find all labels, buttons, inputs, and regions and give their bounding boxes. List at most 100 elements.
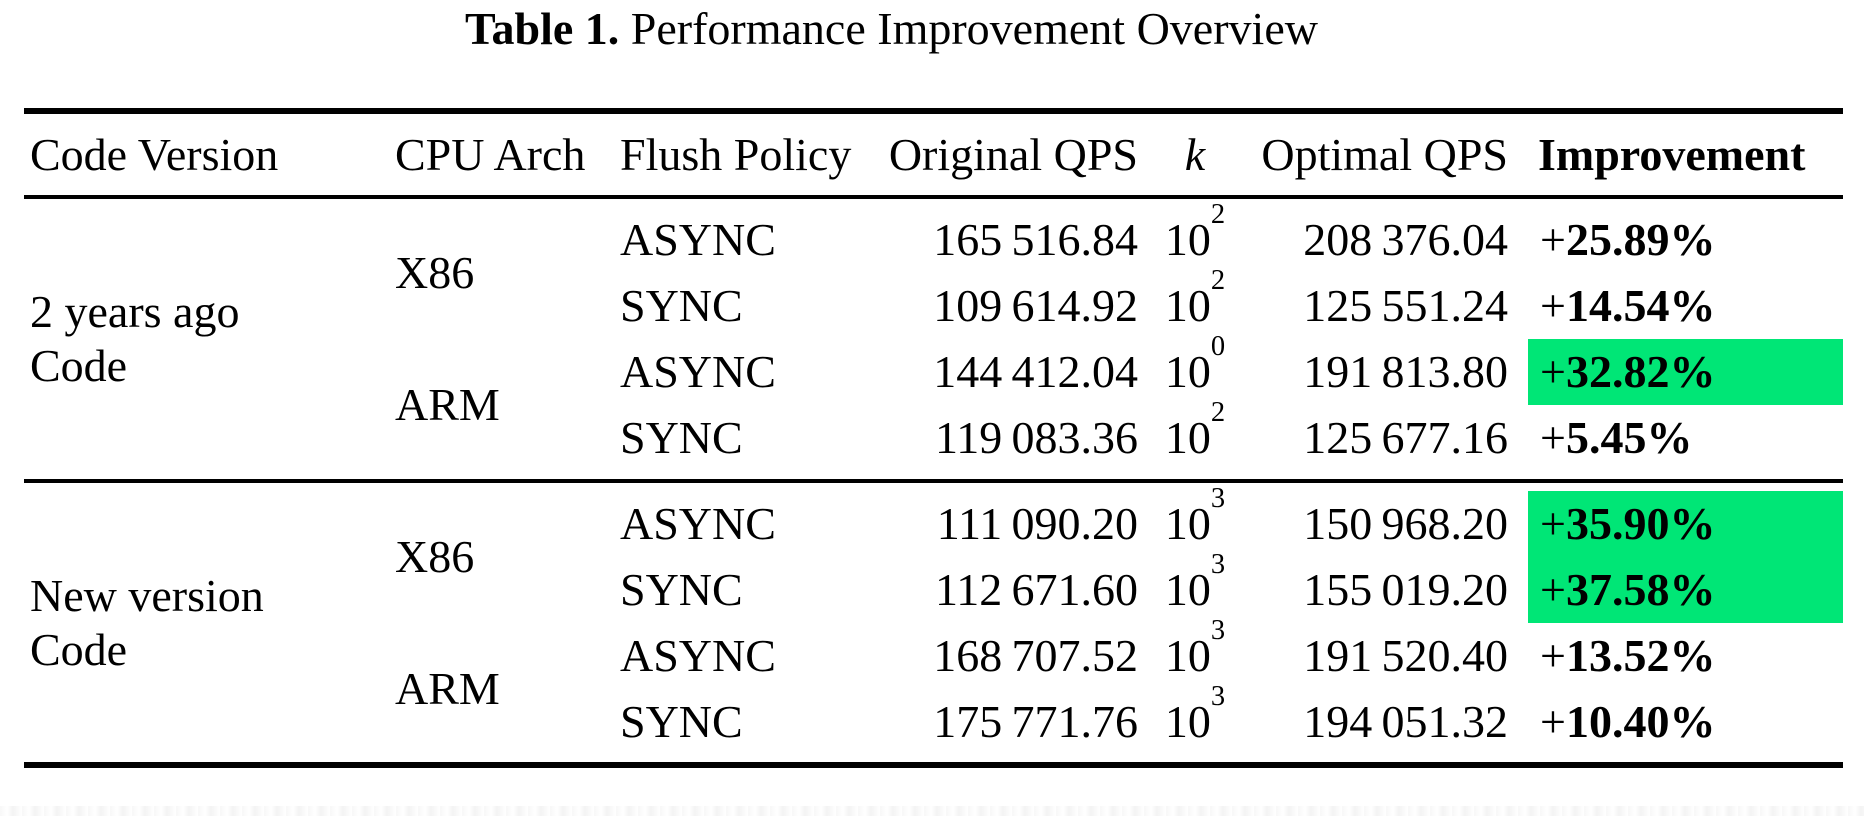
cell-k: 103	[1140, 616, 1250, 689]
table-row: SYNC 109 614.92 102 125 551.24 +14.54%	[24, 266, 1843, 339]
cell-optimal-qps: 191 813.80	[1303, 346, 1508, 397]
cell-cpu-arch: X86	[395, 247, 475, 298]
cell-code-version: New version Code	[24, 491, 395, 755]
k-exponent: 3	[1210, 615, 1226, 646]
cell-improvement: +10.40%	[1528, 689, 1843, 755]
header-improvement: Improvement	[1538, 129, 1806, 180]
cell-optimal-qps: 125 551.24	[1303, 280, 1508, 331]
cell-cpu-arch: ARM	[395, 663, 500, 714]
cell-flush-policy: ASYNC	[620, 498, 776, 549]
k-base: 10	[1164, 412, 1211, 463]
cell-improvement: +5.45%	[1528, 405, 1843, 471]
cell-improvement-highlighted: +37.58%	[1528, 557, 1843, 623]
spacer-row	[24, 481, 1843, 491]
cell-flush-policy: SYNC	[620, 564, 743, 615]
improvement-value: 32.82%	[1565, 346, 1716, 397]
performance-table: Code Version CPU Arch Flush Policy Origi…	[24, 108, 1843, 768]
k-base: 10	[1164, 214, 1211, 265]
code-version-line2: Code	[30, 624, 128, 675]
improvement-sign: +	[1540, 564, 1566, 615]
k-base: 10	[1164, 564, 1211, 615]
header-k: k	[1184, 129, 1206, 180]
scan-artifact-strip	[0, 806, 1864, 816]
cell-flush-policy: SYNC	[620, 696, 743, 747]
cell-flush-policy: SYNC	[620, 280, 743, 331]
cell-code-version: 2 years ago Code	[24, 207, 395, 471]
cell-original-qps: 144 412.04	[933, 346, 1138, 397]
table-caption: Table 1. Performance Improvement Overvie…	[24, 3, 1843, 55]
header-original-qps: Original QPS	[888, 129, 1138, 180]
cell-cpu-arch: ARM	[395, 379, 500, 430]
k-base: 10	[1164, 280, 1211, 331]
code-version-line2: Code	[30, 340, 128, 391]
improvement-sign: +	[1540, 498, 1566, 549]
cell-k: 103	[1140, 550, 1250, 623]
table-caption-text: Performance Improvement Overview	[619, 3, 1318, 54]
table-row: ARM ASYNC 144 412.04 100 191 813.80 +32.…	[24, 332, 1843, 428]
table-row: SYNC 175 771.76 103 194 051.32 +10.40%	[24, 682, 1843, 755]
block-new-version: New version Code X86 ASYNC 111 090.20 10…	[24, 481, 1843, 765]
k-exponent: 2	[1210, 199, 1226, 230]
cell-original-qps: 111 090.20	[936, 498, 1138, 549]
cell-improvement: +14.54%	[1528, 273, 1843, 339]
cell-original-qps: 175 771.76	[933, 696, 1138, 747]
improvement-sign: +	[1540, 214, 1566, 265]
cell-k: 103	[1140, 682, 1250, 755]
header-row: Code Version CPU Arch Flush Policy Origi…	[24, 111, 1843, 197]
cell-k: 103	[1140, 484, 1250, 557]
k-exponent: 0	[1210, 331, 1226, 362]
cell-improvement: +13.52%	[1528, 623, 1843, 689]
code-version-line1: New version	[30, 569, 264, 621]
improvement-sign: +	[1540, 346, 1566, 397]
code-version-line1: 2 years ago	[30, 285, 240, 337]
block-2-years-ago: 2 years ago Code X86 ASYNC 165 516.84 10…	[24, 197, 1843, 481]
cell-k: 100	[1140, 332, 1250, 405]
cell-k: 102	[1140, 398, 1250, 471]
improvement-sign: +	[1540, 412, 1566, 463]
table-caption-label: Table 1.	[465, 3, 620, 54]
cell-cpu-arch: X86	[395, 531, 475, 582]
improvement-sign: +	[1540, 280, 1566, 331]
table-row: SYNC 119 083.36 102 125 677.16 +5.45%	[24, 398, 1843, 471]
k-exponent: 2	[1210, 397, 1226, 428]
improvement-value: 35.90%	[1565, 498, 1716, 549]
improvement-value: 13.52%	[1565, 630, 1716, 681]
cell-flush-policy: SYNC	[620, 412, 743, 463]
improvement-value: 10.40%	[1565, 696, 1716, 747]
cell-flush-policy: ASYNC	[620, 630, 776, 681]
improvement-value: 37.58%	[1565, 564, 1716, 615]
header-cpu-arch: CPU Arch	[395, 129, 586, 180]
cell-k: 102	[1140, 266, 1250, 339]
improvement-value: 5.45%	[1565, 412, 1693, 463]
table-row: SYNC 112 671.60 103 155 019.20 +37.58%	[24, 550, 1843, 623]
table-header: Code Version CPU Arch Flush Policy Origi…	[24, 111, 1843, 197]
cell-optimal-qps: 155 019.20	[1303, 564, 1508, 615]
cell-flush-policy: ASYNC	[620, 346, 776, 397]
header-code-version: Code Version	[30, 129, 279, 180]
k-base: 10	[1164, 630, 1211, 681]
k-base: 10	[1164, 696, 1211, 747]
k-base: 10	[1164, 498, 1211, 549]
cell-improvement-highlighted: +35.90%	[1528, 491, 1843, 557]
cell-original-qps: 165 516.84	[933, 214, 1138, 265]
k-exponent: 3	[1210, 549, 1226, 580]
spacer-row	[24, 755, 1843, 765]
cell-original-qps: 109 614.92	[933, 280, 1138, 331]
cell-original-qps: 112 671.60	[934, 564, 1138, 615]
improvement-sign: +	[1540, 696, 1566, 747]
k-base: 10	[1164, 346, 1211, 397]
table-row: ARM ASYNC 168 707.52 103 191 520.40 +13.…	[24, 616, 1843, 711]
spacer-row	[24, 471, 1843, 481]
table-row: New version Code X86 ASYNC 111 090.20 10…	[24, 484, 1843, 675]
header-optimal-qps: Optimal QPS	[1261, 129, 1508, 180]
improvement-sign: +	[1540, 630, 1566, 681]
cell-optimal-qps: 150 968.20	[1303, 498, 1508, 549]
cell-k: 102	[1140, 200, 1250, 273]
cell-optimal-qps: 191 520.40	[1303, 630, 1508, 681]
k-exponent: 3	[1210, 483, 1226, 514]
cell-original-qps: 168 707.52	[933, 630, 1138, 681]
improvement-value: 25.89%	[1565, 214, 1716, 265]
k-exponent: 3	[1210, 681, 1226, 712]
cell-optimal-qps: 208 376.04	[1303, 214, 1508, 265]
improvement-value: 14.54%	[1565, 280, 1716, 331]
